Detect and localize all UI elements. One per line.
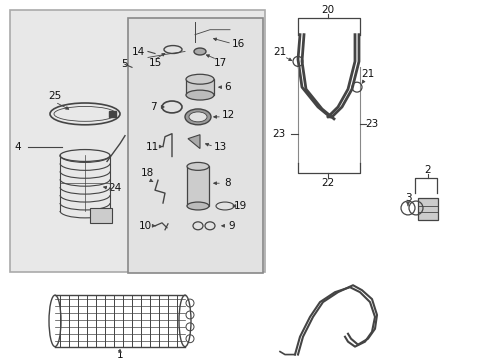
Text: 23: 23 xyxy=(365,119,378,129)
Text: 23: 23 xyxy=(272,129,285,139)
FancyBboxPatch shape xyxy=(417,198,437,220)
Text: 21: 21 xyxy=(361,69,374,79)
FancyBboxPatch shape xyxy=(128,18,263,273)
Text: 14: 14 xyxy=(131,46,144,57)
Text: 11: 11 xyxy=(145,141,158,152)
Text: 16: 16 xyxy=(231,39,244,49)
Ellipse shape xyxy=(189,112,206,122)
Text: 9: 9 xyxy=(228,221,235,231)
FancyBboxPatch shape xyxy=(10,10,264,273)
Polygon shape xyxy=(187,135,200,149)
Text: 25: 25 xyxy=(48,91,61,101)
FancyBboxPatch shape xyxy=(186,166,208,206)
Text: 7: 7 xyxy=(149,102,156,112)
Text: 4: 4 xyxy=(15,141,21,152)
Ellipse shape xyxy=(194,48,205,55)
Ellipse shape xyxy=(186,162,208,170)
Text: 2: 2 xyxy=(424,165,430,175)
Text: 8: 8 xyxy=(224,178,231,188)
Text: 21: 21 xyxy=(273,46,286,57)
Text: 12: 12 xyxy=(221,110,234,120)
Text: 13: 13 xyxy=(213,141,226,152)
Text: 18: 18 xyxy=(140,168,153,178)
Text: 20: 20 xyxy=(321,5,334,15)
Bar xyxy=(109,111,116,117)
Text: 15: 15 xyxy=(148,58,162,68)
Text: 19: 19 xyxy=(233,201,246,211)
FancyBboxPatch shape xyxy=(185,79,214,95)
Ellipse shape xyxy=(185,74,214,84)
FancyBboxPatch shape xyxy=(90,208,112,223)
Text: 5: 5 xyxy=(122,59,128,69)
Text: 6: 6 xyxy=(224,82,231,92)
Text: 1: 1 xyxy=(117,350,123,360)
Ellipse shape xyxy=(185,90,214,100)
Text: 10: 10 xyxy=(138,221,151,231)
Text: 17: 17 xyxy=(213,58,226,68)
Text: 22: 22 xyxy=(321,178,334,188)
Text: 24: 24 xyxy=(108,183,122,193)
Ellipse shape xyxy=(184,109,210,125)
Ellipse shape xyxy=(186,202,208,210)
Text: 3: 3 xyxy=(404,193,410,203)
